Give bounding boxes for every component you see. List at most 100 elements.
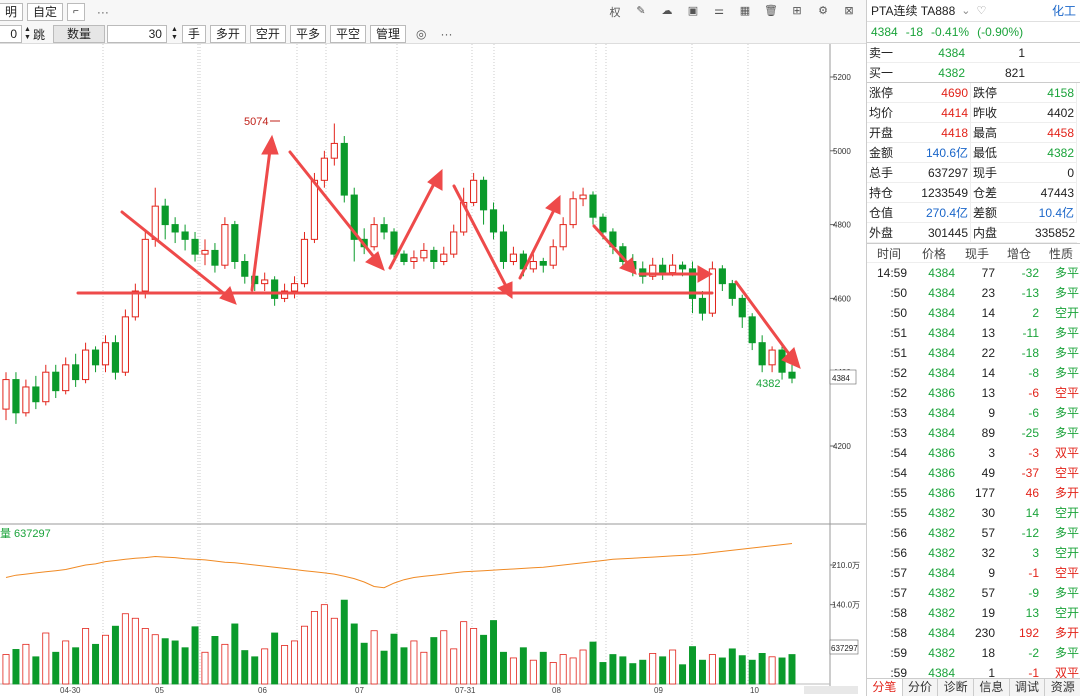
panel-tab[interactable]: 信息 [974,679,1010,696]
panel-tab[interactable]: 资源 [1045,679,1080,696]
candle-body [420,249,428,259]
volume-bar [728,648,736,685]
qty-spinner-icon[interactable]: ▲ ▼ [170,26,178,41]
tick-oi-change: -37 [1021,466,1039,480]
tick-nature: 空开 [1054,306,1079,320]
volume-bar [629,663,637,685]
volume-bar [669,649,677,685]
candle-body [489,209,498,233]
more-icon-2[interactable]: ··· [440,27,453,41]
arrow-head [697,265,714,283]
volume-bar [231,623,239,685]
tick-oi-change: 192 [1018,626,1039,640]
candle-body [529,261,537,270]
tick-nature: 多开 [1054,626,1079,640]
tick-nature: 空平 [1054,466,1079,480]
stat-value: 637297 [903,163,971,183]
tick-time: :58 [890,606,907,620]
tick-row: :59 4382 18 -2 多平 [867,643,1080,663]
step-spinner-icon[interactable]: ▲ ▼ [24,26,31,41]
gear-icon[interactable]: ⚙ [818,5,828,17]
ticks-column-header: 现手 [964,247,989,261]
tick-oi-change: -8 [1028,366,1039,380]
tick-volume: 32 [981,546,995,560]
tick-oi-change: -9 [1028,586,1039,600]
panel-tab[interactable]: 调试 [1010,679,1046,696]
pen-icon[interactable]: ✎ [636,5,646,17]
scrollbar[interactable] [804,686,858,694]
tick-nature: 多平 [1054,406,1079,420]
tick-oi-change: -13 [1021,286,1039,300]
heart-icon[interactable]: ♡ [976,5,987,17]
stat-label: 持仓 [867,183,903,203]
grid-icon[interactable]: ▦ [739,5,751,17]
tick-row: :55 4382 30 14 空开 [867,503,1080,523]
candle-body [410,257,418,262]
volume-bar [201,651,209,685]
tick-volume: 230 [974,626,995,640]
arrow-down-2 [288,150,380,264]
image-icon[interactable]: ▣ [687,5,699,17]
close-icon[interactable]: ⊠ [844,5,854,17]
tick-price: 4384 [928,366,955,380]
settings-slider-icon[interactable]: ⚌ [714,5,724,17]
volume-bar [62,640,70,685]
tick-row: :56 4382 32 3 空开 [867,543,1080,563]
draw-tool-icon[interactable]: ⌐ [67,3,85,21]
candle-body [62,364,70,392]
panel-tab[interactable]: 诊断 [938,679,975,696]
arrow-head [261,134,279,155]
close-short-button[interactable]: 平空 [329,25,366,43]
tick-row: :51 4384 22 -18 多平 [867,343,1080,363]
tick-time: :59 [890,646,907,660]
target-icon[interactable]: ◎ [415,27,427,41]
period-button[interactable]: 明 [0,3,24,21]
manage-button[interactable]: 管理 [369,25,406,43]
candle-body [141,238,149,292]
arrow-head [619,257,637,275]
stat-label: 内盘 [971,223,1005,243]
stat-label: 涨停 [867,83,903,103]
step-input[interactable]: 0 [0,25,22,43]
open-long-button[interactable]: 多开 [209,25,246,43]
tick-price: 4384 [928,426,955,440]
stat-label: 跌停 [971,83,1005,103]
tick-price: 4384 [928,406,955,420]
sector-link[interactable]: 化工 [1051,4,1076,18]
candle-body [718,268,726,285]
volume-bar [400,647,408,685]
tick-time: :51 [890,346,907,360]
more-icon[interactable]: ··· [96,5,109,19]
panel-tab[interactable]: 分价 [903,679,939,696]
stat-value: 4402 [1005,103,1077,123]
sell1-row: 卖一 4384 1 [867,43,1080,63]
qty-input[interactable]: 30 [106,25,167,43]
open-short-button[interactable]: 空开 [249,25,286,43]
volume-bar [261,648,269,685]
candle-body [559,224,567,248]
candle-body [161,205,169,226]
trash-icon[interactable]: 🗑 [764,5,778,17]
cloud-icon[interactable]: ☁ [661,5,673,17]
panel-tab[interactable]: 分笔 [867,679,903,696]
candle-body [569,198,577,226]
volume-bar [549,662,557,685]
close-long-button[interactable]: 平多 [289,25,326,43]
trend-annotations [76,134,801,369]
candle-body [221,224,229,266]
pct-change-alt: (-0.90%) [977,25,1024,39]
volume-bar [788,654,796,685]
rights-icon[interactable]: 权 [609,7,621,19]
frame-icon[interactable]: ⊞ [792,5,802,17]
tick-volume: 57 [981,526,995,540]
volume-tick-label: 140.0万 [832,601,860,610]
volume-bar [410,640,418,685]
candle-body [350,194,358,240]
contract-name[interactable]: PTA连续 TA888 [871,4,956,18]
chevron-down-icon[interactable]: ⌄ [961,5,971,17]
volume-bar [221,643,229,685]
ticks-list[interactable]: 14:59 4384 77 -32 多平:50 4384 23 -13 多平:50 4384 14 2… [867,263,1080,683]
tick-row: :59 4384 1 -1 双平 [867,663,1080,683]
custom-button[interactable]: 自定 [27,3,64,21]
